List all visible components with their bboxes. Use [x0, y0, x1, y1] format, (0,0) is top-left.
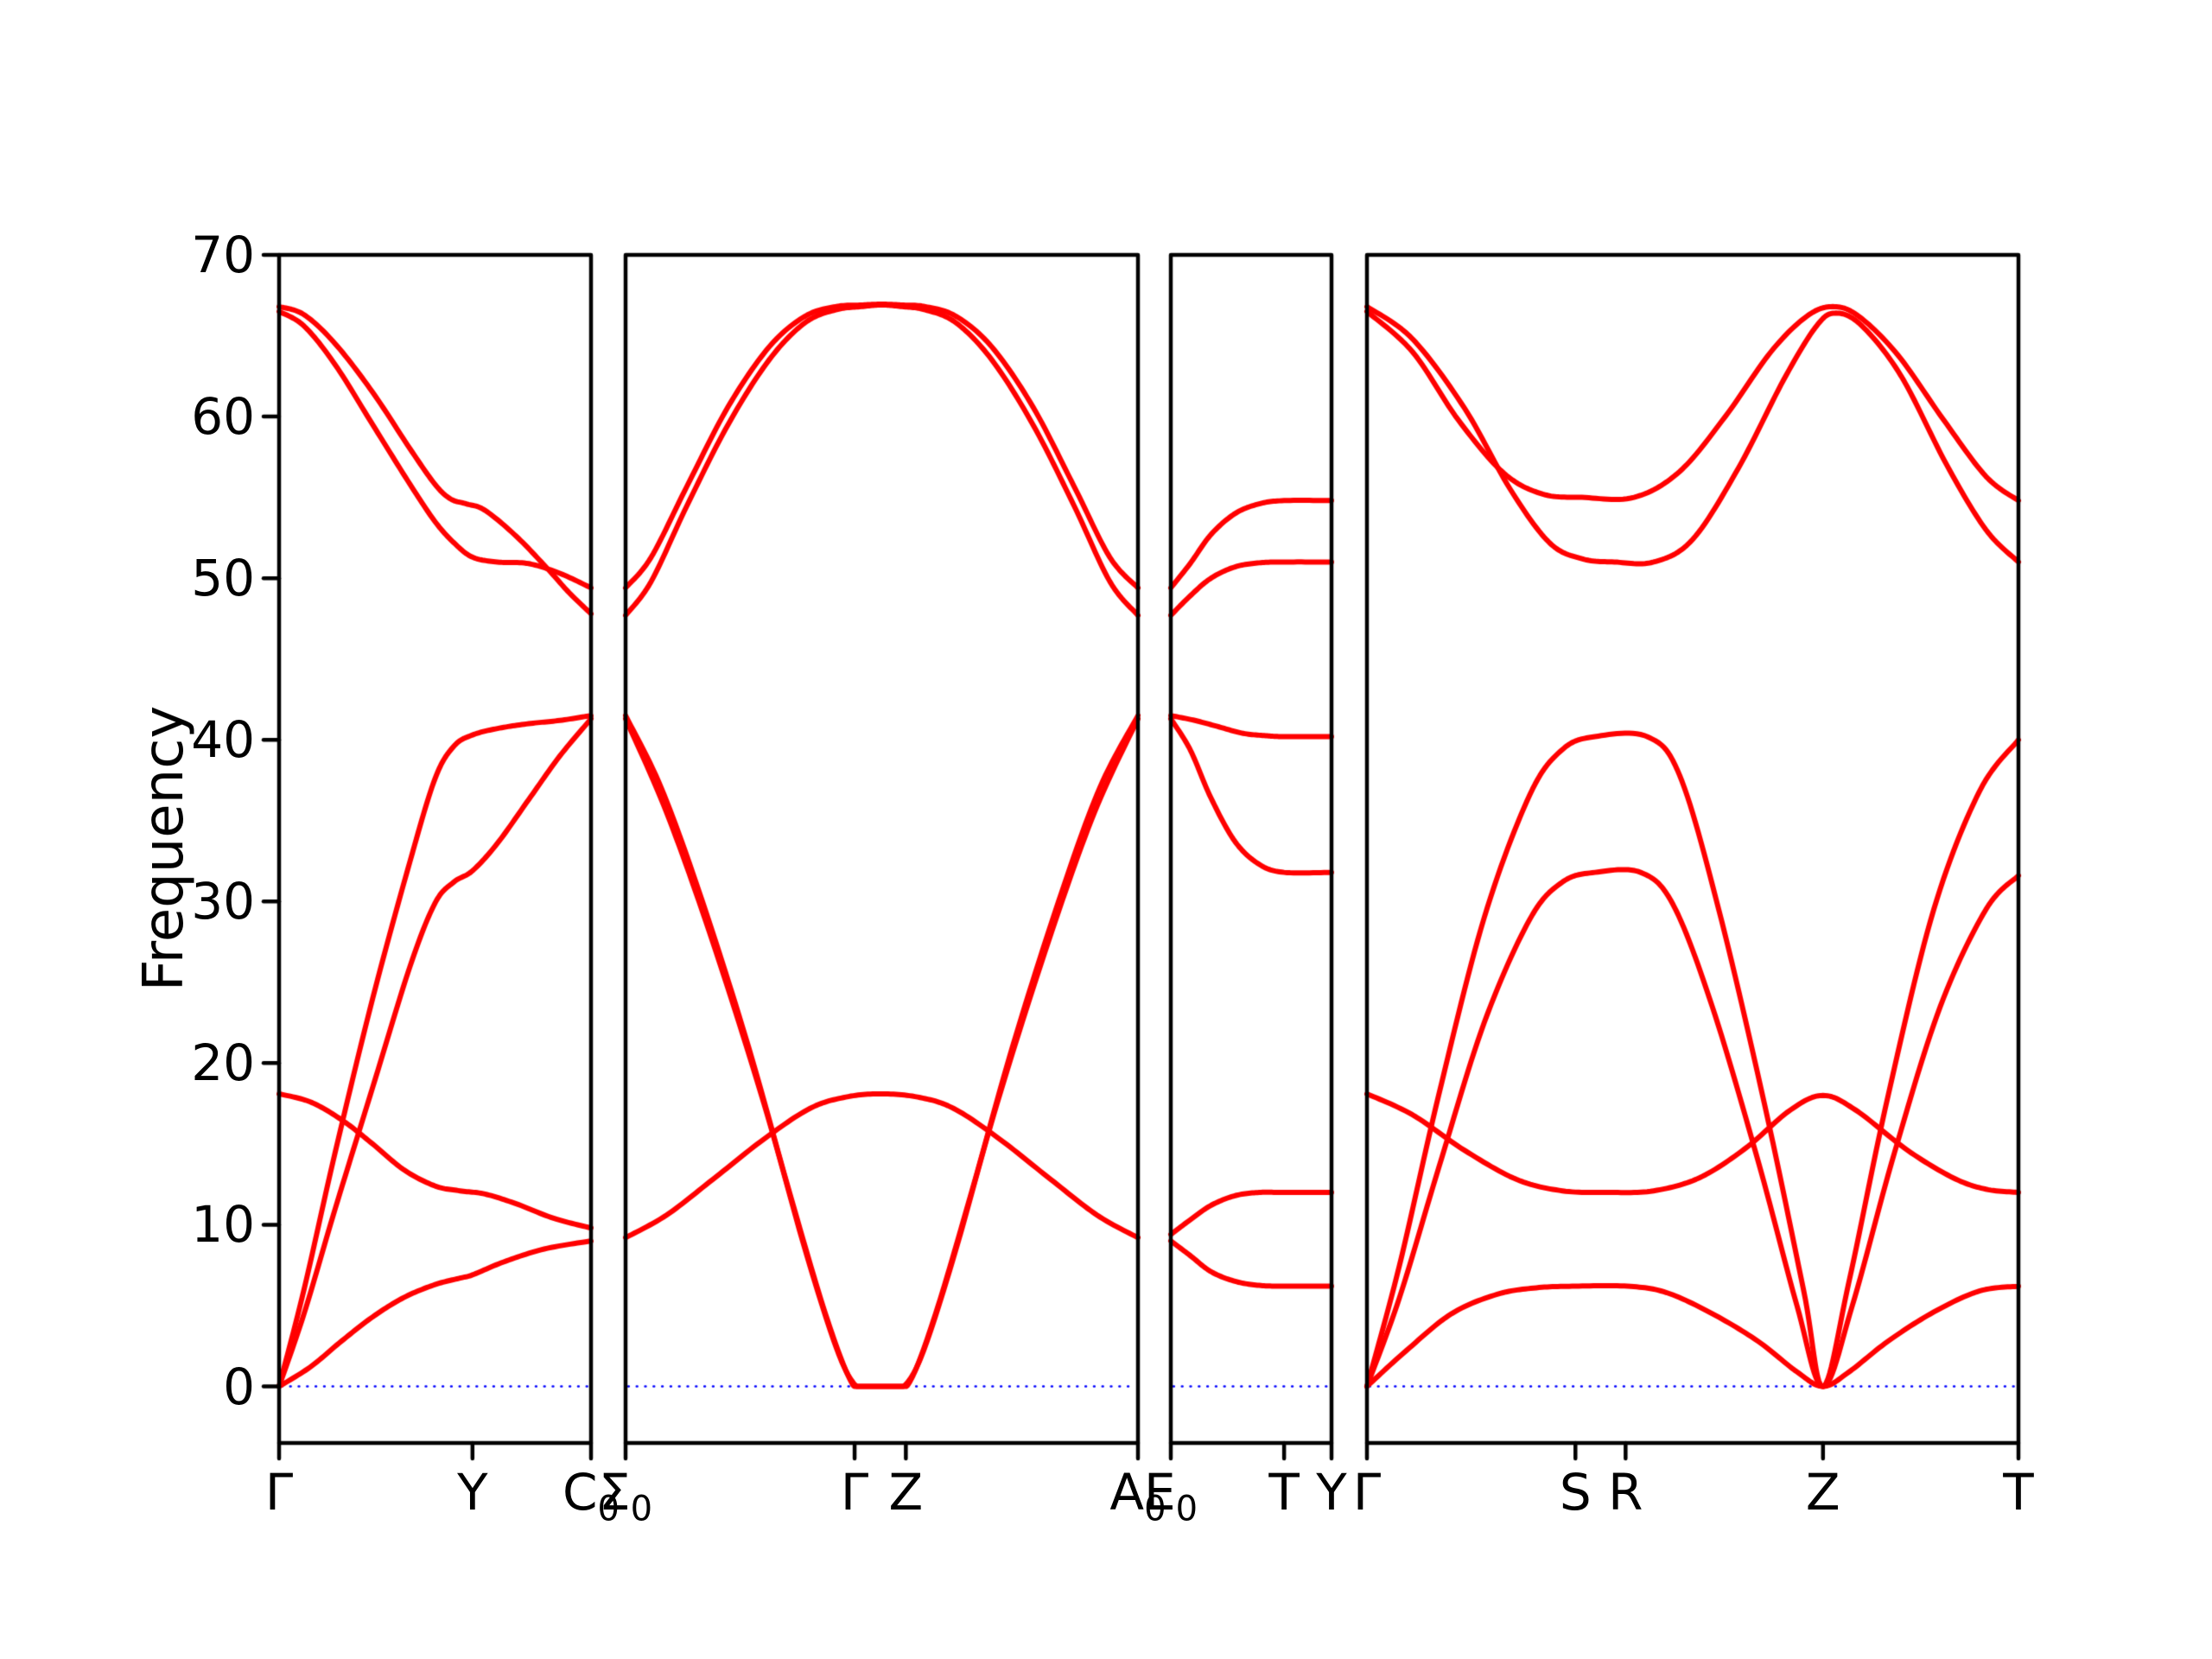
x-tick-label-panel4-1: Γ	[1352, 1463, 1382, 1522]
x-tick-label-panel1-3: C0	[563, 1463, 620, 1529]
y-tick-label-0: 0	[223, 1357, 255, 1416]
x-tick-label-panel2-3: Z	[888, 1463, 924, 1522]
y-tick-label-30: 30	[191, 872, 255, 931]
x-tick-label-subscript: 0	[630, 1489, 653, 1529]
y-tick-label-60: 60	[191, 387, 255, 447]
x-tick-label-panel3-2: T	[1268, 1463, 1300, 1522]
x-tick-label-panel2-4: A0	[1109, 1463, 1166, 1529]
x-tick-label-panel1-2: Y	[457, 1463, 488, 1522]
y-tick-label-20: 20	[191, 1033, 255, 1093]
x-tick-label-panel4-3: R	[1608, 1463, 1643, 1522]
x-tick-label-panel4-4: Z	[1805, 1463, 1840, 1522]
x-tick-label-panel2-2: Γ	[840, 1463, 869, 1522]
x-tick-label-subscript: 0	[1144, 1489, 1166, 1529]
y-tick-label-10: 10	[191, 1195, 255, 1255]
y-tick-label-40: 40	[191, 710, 255, 770]
x-tick-label-panel3-1: E0	[1143, 1463, 1198, 1529]
y-tick-label-50: 50	[191, 549, 255, 608]
x-tick-label-subscript: 0	[597, 1489, 620, 1529]
y-tick-label-70: 70	[191, 226, 255, 284]
x-tick-label-panel2-1: Σ0	[598, 1463, 653, 1529]
x-tick-label-subscript: 0	[1175, 1489, 1198, 1529]
x-tick-label-panel3-3: Y	[1316, 1463, 1347, 1522]
x-tick-label-panel4-2: S	[1559, 1463, 1592, 1522]
x-tick-label-panel4-5: T	[2003, 1463, 2034, 1522]
x-tick-label-panel1-1: Γ	[264, 1463, 294, 1522]
